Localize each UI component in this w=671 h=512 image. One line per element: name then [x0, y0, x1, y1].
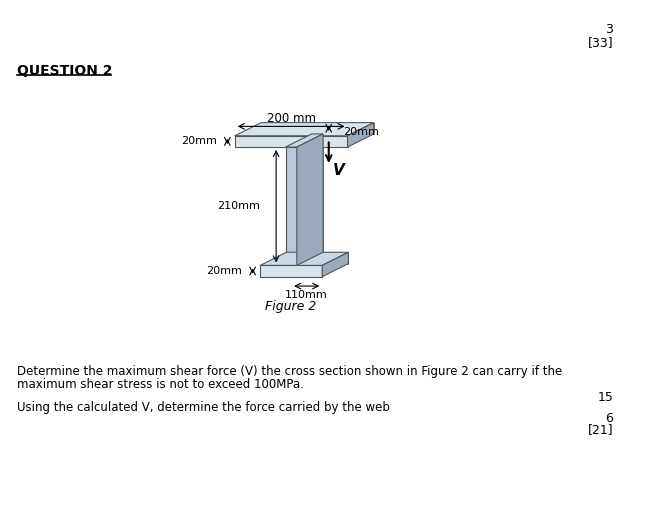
Polygon shape [348, 123, 374, 147]
Text: [33]: [33] [588, 36, 613, 49]
Polygon shape [235, 136, 348, 147]
Text: 20mm: 20mm [181, 136, 217, 146]
Text: 3: 3 [605, 23, 613, 36]
Polygon shape [286, 134, 323, 147]
Text: V: V [333, 163, 345, 178]
Polygon shape [297, 134, 323, 265]
Polygon shape [235, 123, 374, 136]
Polygon shape [261, 123, 374, 134]
Polygon shape [312, 134, 323, 252]
Text: Using the calculated V, determine the force carried by the web: Using the calculated V, determine the fo… [17, 401, 390, 414]
Polygon shape [286, 147, 297, 265]
Text: 6: 6 [605, 412, 613, 425]
Text: QUESTION 2: QUESTION 2 [17, 65, 113, 78]
Text: 15: 15 [597, 391, 613, 404]
Text: [21]: [21] [588, 423, 613, 436]
Polygon shape [260, 265, 322, 276]
Text: maximum shear stress is not to exceed 100MPa.: maximum shear stress is not to exceed 10… [17, 378, 304, 391]
Text: 110mm: 110mm [285, 289, 328, 300]
Text: 20mm: 20mm [207, 266, 242, 276]
Polygon shape [322, 252, 348, 276]
Polygon shape [260, 252, 348, 265]
Text: 200 mm: 200 mm [266, 112, 315, 125]
Text: Determine the maximum shear force (V) the cross section shown in Figure 2 can ca: Determine the maximum shear force (V) th… [17, 365, 562, 378]
Text: 20mm: 20mm [343, 127, 378, 137]
Polygon shape [287, 252, 348, 264]
Text: Figure 2: Figure 2 [266, 300, 317, 313]
Text: 210mm: 210mm [217, 201, 260, 211]
